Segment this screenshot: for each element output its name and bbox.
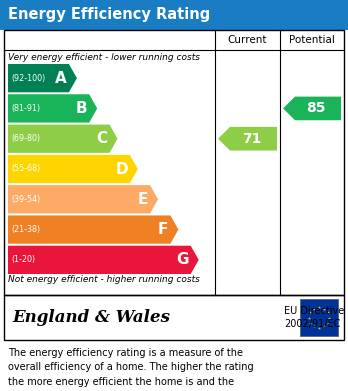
Polygon shape bbox=[8, 185, 158, 213]
Text: (1-20): (1-20) bbox=[11, 255, 35, 264]
Text: England & Wales: England & Wales bbox=[12, 309, 170, 326]
Bar bbox=[4, 295, 344, 340]
Text: (21-38): (21-38) bbox=[11, 225, 40, 234]
Bar bbox=[0, 0, 348, 30]
Text: The energy efficiency rating is a measure of the
overall efficiency of a home. T: The energy efficiency rating is a measur… bbox=[8, 348, 254, 391]
Text: A: A bbox=[55, 71, 67, 86]
Polygon shape bbox=[8, 155, 138, 183]
Text: C: C bbox=[96, 131, 108, 146]
Text: 85: 85 bbox=[306, 101, 326, 115]
Text: 71: 71 bbox=[242, 132, 261, 146]
Text: (69-80): (69-80) bbox=[11, 134, 40, 143]
Text: Current: Current bbox=[228, 35, 267, 45]
Text: B: B bbox=[76, 101, 87, 116]
Text: Potential: Potential bbox=[289, 35, 335, 45]
Polygon shape bbox=[8, 94, 97, 122]
Text: (92-100): (92-100) bbox=[11, 74, 45, 83]
Text: EU Directive
2002/91/EC: EU Directive 2002/91/EC bbox=[284, 306, 344, 329]
Text: (81-91): (81-91) bbox=[11, 104, 40, 113]
Polygon shape bbox=[8, 246, 199, 274]
Text: E: E bbox=[138, 192, 148, 207]
Bar bbox=[4, 30, 344, 295]
Bar bbox=[300, 299, 338, 336]
Text: (55-68): (55-68) bbox=[11, 165, 40, 174]
Polygon shape bbox=[8, 64, 77, 92]
Text: G: G bbox=[176, 252, 189, 267]
Polygon shape bbox=[218, 127, 277, 151]
Polygon shape bbox=[283, 97, 341, 120]
Text: Energy Efficiency Rating: Energy Efficiency Rating bbox=[8, 7, 210, 23]
Polygon shape bbox=[8, 215, 179, 244]
Text: (39-54): (39-54) bbox=[11, 195, 40, 204]
Text: D: D bbox=[115, 161, 128, 176]
Text: Not energy efficient - higher running costs: Not energy efficient - higher running co… bbox=[8, 276, 200, 285]
Text: F: F bbox=[158, 222, 168, 237]
Polygon shape bbox=[8, 125, 118, 153]
Text: Very energy efficient - lower running costs: Very energy efficient - lower running co… bbox=[8, 52, 200, 61]
